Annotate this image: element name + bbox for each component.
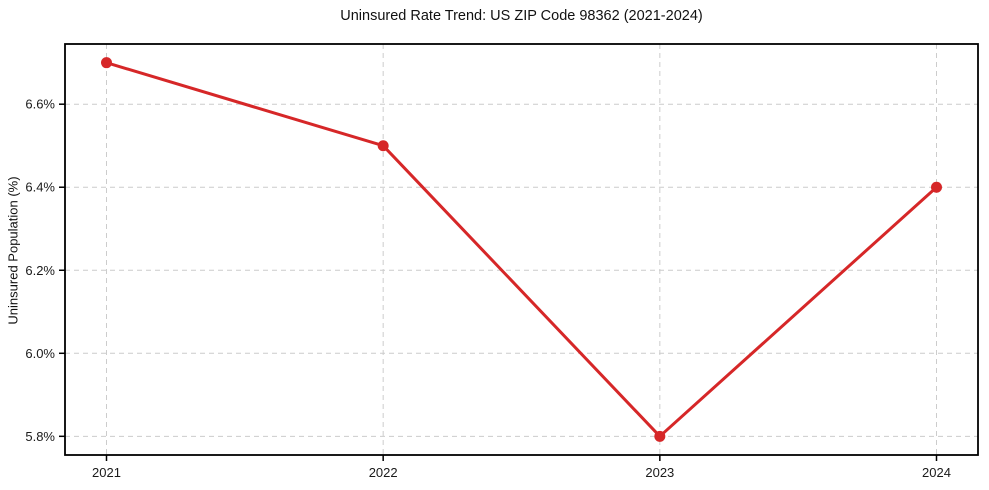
plot-border <box>64 43 979 456</box>
data-point-marker <box>377 140 389 152</box>
trend-line <box>105 61 938 438</box>
x-tick-label: 2023 <box>645 465 674 480</box>
data-point-marker <box>654 430 666 442</box>
y-tick-label: 5.8% <box>25 429 55 444</box>
y-tick-label: 6.6% <box>25 97 55 112</box>
x-tick-label: 2021 <box>92 465 121 480</box>
x-tick-label: 2022 <box>369 465 398 480</box>
y-tick-label: 6.0% <box>25 346 55 361</box>
x-tick-label: 2024 <box>922 465 951 480</box>
chart-title: Uninsured Rate Trend: US ZIP Code 98362 … <box>340 8 703 24</box>
y-tick-label: 6.2% <box>25 263 55 278</box>
y-tick-label: 6.4% <box>25 180 55 195</box>
data-point-marker <box>931 181 942 193</box>
data-point-marker <box>101 57 112 69</box>
